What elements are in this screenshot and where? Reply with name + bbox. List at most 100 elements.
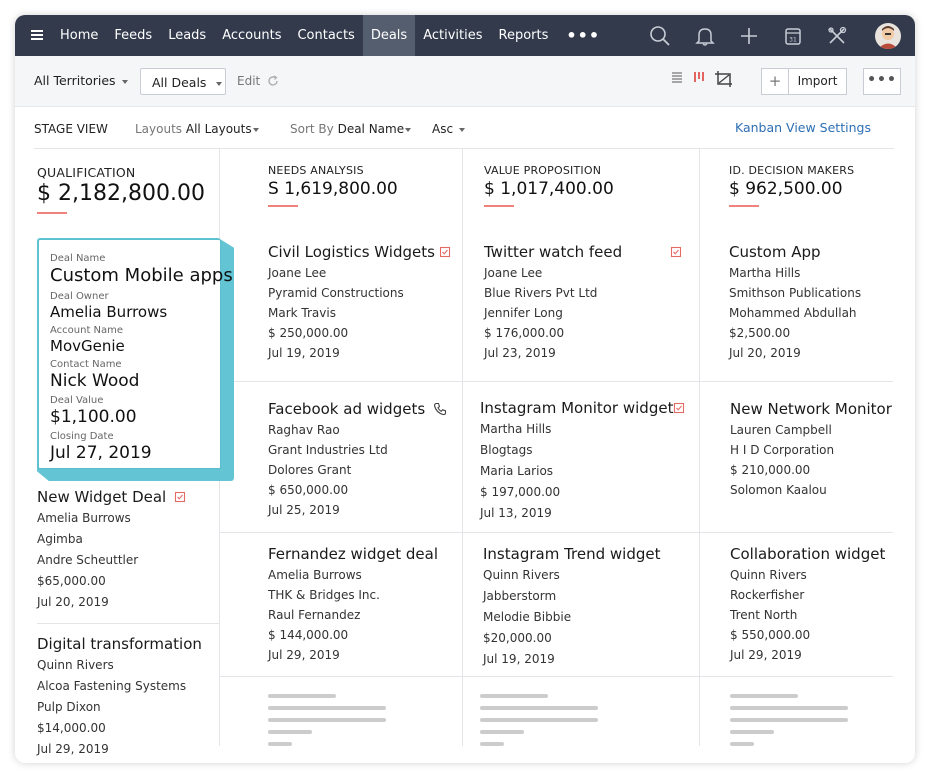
deal-amount: $ 650,000.00	[268, 483, 349, 497]
deal-amount: $ 176,000.00	[484, 326, 565, 340]
deal-title[interactable]: Civil Logistics Widgets	[268, 243, 435, 261]
deal-owner: Joane Lee	[268, 266, 327, 280]
task-icon[interactable]	[439, 246, 451, 258]
stage-total: S 1,619,800.00	[268, 179, 398, 199]
nav-activities[interactable]: Activities	[423, 28, 483, 43]
field-label: Contact Name	[50, 359, 122, 370]
kanban-view-icon[interactable]	[692, 70, 706, 84]
deal-card[interactable]: Facebook ad widgets Raghav Rao Grant Ind…	[268, 398, 447, 520]
deal-title-row: Instagram Monitor widget	[480, 397, 685, 419]
import-button[interactable]: Import	[788, 68, 847, 95]
stage-view-label: STAGE VIEW	[34, 122, 108, 136]
account-name: MovGenie	[50, 337, 125, 355]
nav-contacts[interactable]: Contacts	[297, 28, 355, 43]
nav-more-button[interactable]: •••	[566, 26, 601, 45]
layouts-value: All Layouts	[185, 122, 252, 136]
deal-card[interactable]: Civil Logistics Widgets Joane Lee Pyrami…	[268, 241, 451, 363]
stage-name: VALUE PROPOSITION	[484, 164, 602, 177]
row-divider	[220, 532, 893, 533]
app-window: Home Feeds Leads Accounts Contacts Deals…	[15, 15, 915, 763]
layouts-dropdown[interactable]: Layouts All Layouts	[135, 122, 259, 136]
calendar-icon[interactable]: 31	[782, 25, 804, 47]
deals-view-select[interactable]: All Deals	[140, 68, 226, 95]
deal-card[interactable]: New Widget Deal Amelia Burrows Agimba An…	[37, 486, 186, 613]
deal-amount: $ 210,000.00	[730, 463, 811, 477]
nav-deals[interactable]: Deals	[362, 15, 416, 56]
deal-owner: Quinn Rivers	[37, 658, 114, 672]
edit-view-link[interactable]: Edit	[237, 74, 279, 88]
kanban-settings-link[interactable]: Kanban View Settings	[735, 120, 871, 135]
deal-card[interactable]: Fernandez widget deal Amelia Burrows THK…	[268, 543, 438, 665]
dragged-deal-card[interactable]: Deal Name Custom Mobile apps Deal Owner …	[37, 238, 236, 481]
bell-icon[interactable]	[694, 25, 716, 47]
add-deal-button[interactable]: +	[761, 68, 788, 95]
nav-accounts[interactable]: Accounts	[222, 28, 282, 43]
deal-title[interactable]: Digital transformation	[37, 635, 202, 653]
deal-title-row: Facebook ad widgets	[268, 398, 447, 420]
deal-amount: $ 550,000.00	[730, 628, 811, 642]
dragged-card-body[interactable]: Deal Name Custom Mobile apps Deal Owner …	[38, 239, 233, 469]
contact-name: Maria Larios	[480, 464, 554, 478]
sort-label: Sort By	[290, 122, 334, 136]
stage-accent-line	[729, 205, 759, 207]
contact-name: Andre Scheuttler	[37, 553, 139, 567]
more-actions-button[interactable]: •••	[863, 68, 901, 95]
closing-date: Jul 19, 2019	[483, 652, 555, 666]
account-name: THK & Bridges Inc.	[268, 588, 380, 602]
nav-feeds[interactable]: Feeds	[114, 28, 153, 43]
nav-leads[interactable]: Leads	[168, 28, 207, 43]
tools-icon[interactable]	[826, 25, 848, 47]
user-avatar[interactable]	[875, 23, 901, 49]
nav-reports[interactable]: Reports	[498, 28, 549, 43]
stage-name: QUALIFICATION	[37, 165, 136, 180]
account-name: Smithson Publications	[729, 286, 862, 300]
deal-title[interactable]: Fernandez widget deal	[268, 545, 439, 563]
stage-total: $ 962,500.00	[729, 179, 843, 199]
sort-dropdown[interactable]: Sort By Deal Name	[290, 122, 412, 136]
list-view-icon[interactable]	[670, 70, 684, 84]
order-dropdown[interactable]: Asc	[432, 122, 466, 136]
deal-title[interactable]: New Widget Deal	[37, 488, 167, 506]
task-icon[interactable]	[174, 491, 186, 503]
loading-placeholder	[480, 694, 598, 754]
field-label: Account Name	[50, 325, 124, 336]
deal-card[interactable]: Twitter watch feed Joane Lee Blue Rivers…	[484, 241, 682, 363]
toolbar: All Territories All Deals Edit + Import …	[15, 56, 915, 107]
contact-name: Pulp Dixon	[37, 700, 101, 714]
search-icon[interactable]	[649, 25, 671, 47]
add-icon[interactable]	[738, 25, 760, 47]
deal-title[interactable]: Collaboration widget	[730, 545, 886, 563]
deal-amount: $65,000.00	[37, 574, 106, 588]
deal-title[interactable]: New Network Monitor	[730, 400, 892, 418]
closing-date: Jul 20, 2019	[37, 595, 109, 609]
phone-icon[interactable]	[433, 402, 447, 416]
deal-card[interactable]: Custom App Martha Hills Smithson Publica…	[729, 241, 861, 363]
menu-icon[interactable]	[31, 28, 43, 43]
deal-amount: $14,000.00	[37, 721, 106, 735]
deal-owner: Amelia Burrows	[268, 568, 362, 582]
deal-title[interactable]: Facebook ad widgets	[268, 400, 426, 418]
deal-card[interactable]: Instagram Monitor widget Martha Hills Bl…	[480, 397, 685, 524]
deal-card[interactable]: Collaboration widget Quinn Rivers Rocker…	[730, 543, 885, 665]
task-icon[interactable]	[673, 402, 685, 414]
deal-title[interactable]: Twitter watch feed	[484, 243, 623, 261]
row-divider	[220, 676, 893, 677]
refresh-icon[interactable]	[267, 75, 279, 87]
task-icon[interactable]	[670, 246, 682, 258]
stage-accent-line	[484, 205, 514, 207]
deal-card[interactable]: Instagram Trend widget Quinn Rivers Jabb…	[483, 543, 661, 670]
column-divider	[699, 149, 700, 746]
deal-card[interactable]: Digital transformation Quinn Rivers Alco…	[37, 633, 202, 760]
deal-card[interactable]: New Network Monitor Lauren Campbell H I …	[730, 398, 892, 500]
deal-title[interactable]: Custom App	[729, 243, 821, 261]
deal-title-row: Twitter watch feed	[484, 241, 682, 263]
territory-dropdown[interactable]: All Territories	[34, 73, 128, 88]
stage-header-decision-makers: ID. DECISION MAKERS $ 962,500.00	[729, 164, 854, 207]
chart-view-icon[interactable]	[714, 70, 734, 88]
deal-title[interactable]: Instagram Monitor widget	[480, 399, 674, 417]
nav-home[interactable]: Home	[60, 28, 99, 43]
contact-name: Jennifer Long	[484, 306, 563, 320]
account-name: Agimba	[37, 532, 83, 546]
deal-title[interactable]: Instagram Trend widget	[483, 545, 661, 563]
account-name: Blue Rivers Pvt Ltd	[484, 286, 598, 300]
